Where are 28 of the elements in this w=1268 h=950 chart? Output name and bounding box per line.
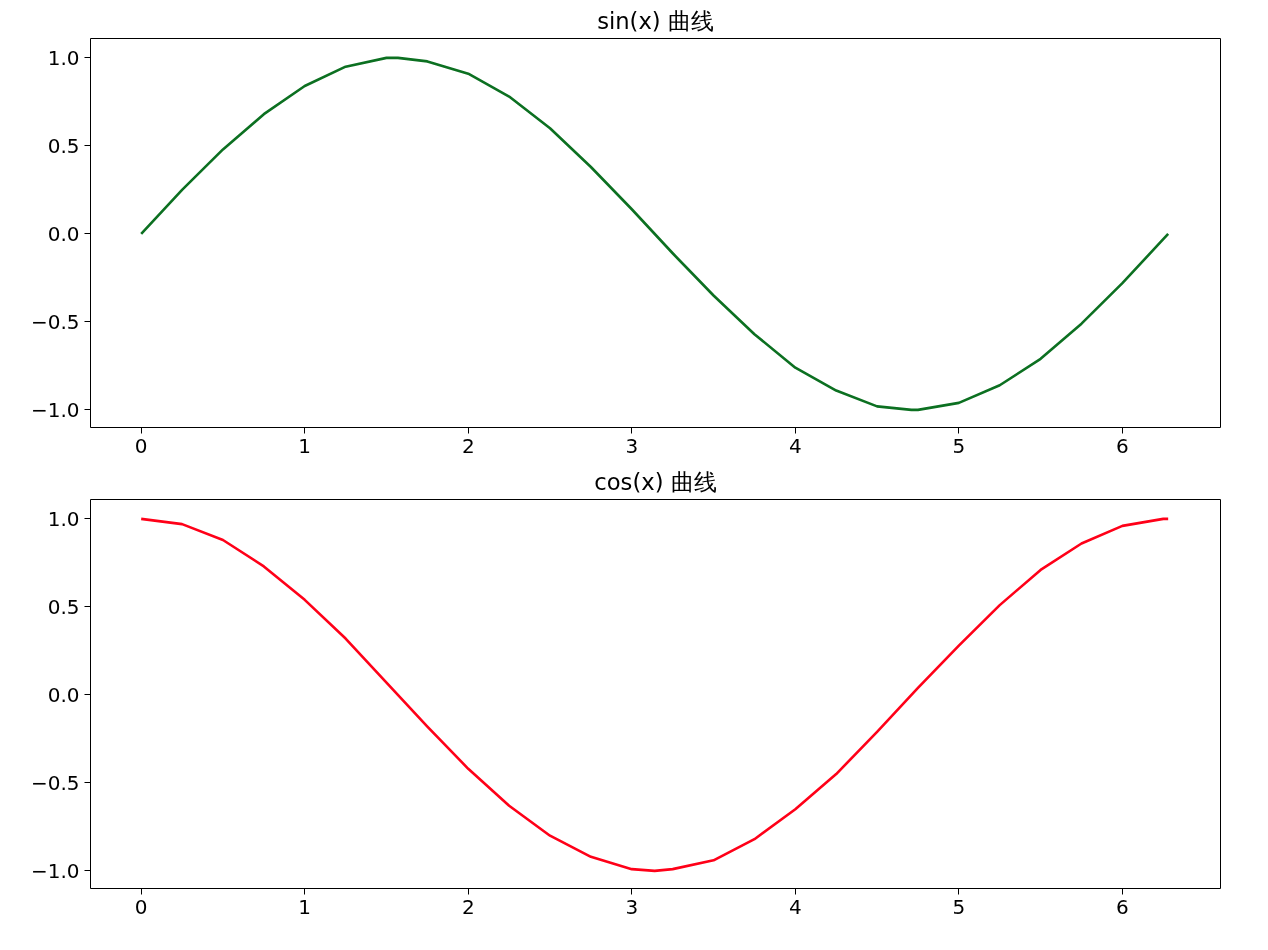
y-tick-label: 0.0 <box>47 682 80 707</box>
x-tick-label: 6 <box>1116 894 1129 919</box>
x-tick-label: 1 <box>298 433 312 458</box>
y-tick-label: −0.5 <box>30 770 80 795</box>
y-tick-label: −1.0 <box>30 858 80 883</box>
y-tick-label: 1.0 <box>47 45 80 70</box>
y-tick-label: −0.5 <box>30 309 80 334</box>
x-tick-label: 3 <box>625 894 639 919</box>
x-tick-label: 2 <box>461 894 475 919</box>
x-tick-label: 5 <box>952 433 966 458</box>
y-tick-label: 1.0 <box>47 506 80 531</box>
line-series <box>139 56 1170 412</box>
y-tick-label: −1.0 <box>30 397 80 422</box>
y-tick-label: 0.5 <box>47 594 80 619</box>
x-tick-label: 2 <box>461 433 475 458</box>
chart-title: cos(x) 曲线 <box>594 468 717 495</box>
x-tick-label: 5 <box>952 894 966 919</box>
x-tick-label: 4 <box>788 894 802 919</box>
x-tick-label: 6 <box>1116 433 1129 458</box>
x-tick-label: 0 <box>134 894 148 919</box>
chart-title: sin(x) 曲线 <box>597 7 714 34</box>
x-tick-label: 4 <box>788 433 802 458</box>
y-tick-label: 0.5 <box>47 133 80 158</box>
x-tick-label: 0 <box>134 433 148 458</box>
line-series <box>139 517 1170 873</box>
x-tick-label: 3 <box>625 433 639 458</box>
y-tick-label: 0.0 <box>47 221 80 246</box>
x-tick-label: 1 <box>298 894 312 919</box>
